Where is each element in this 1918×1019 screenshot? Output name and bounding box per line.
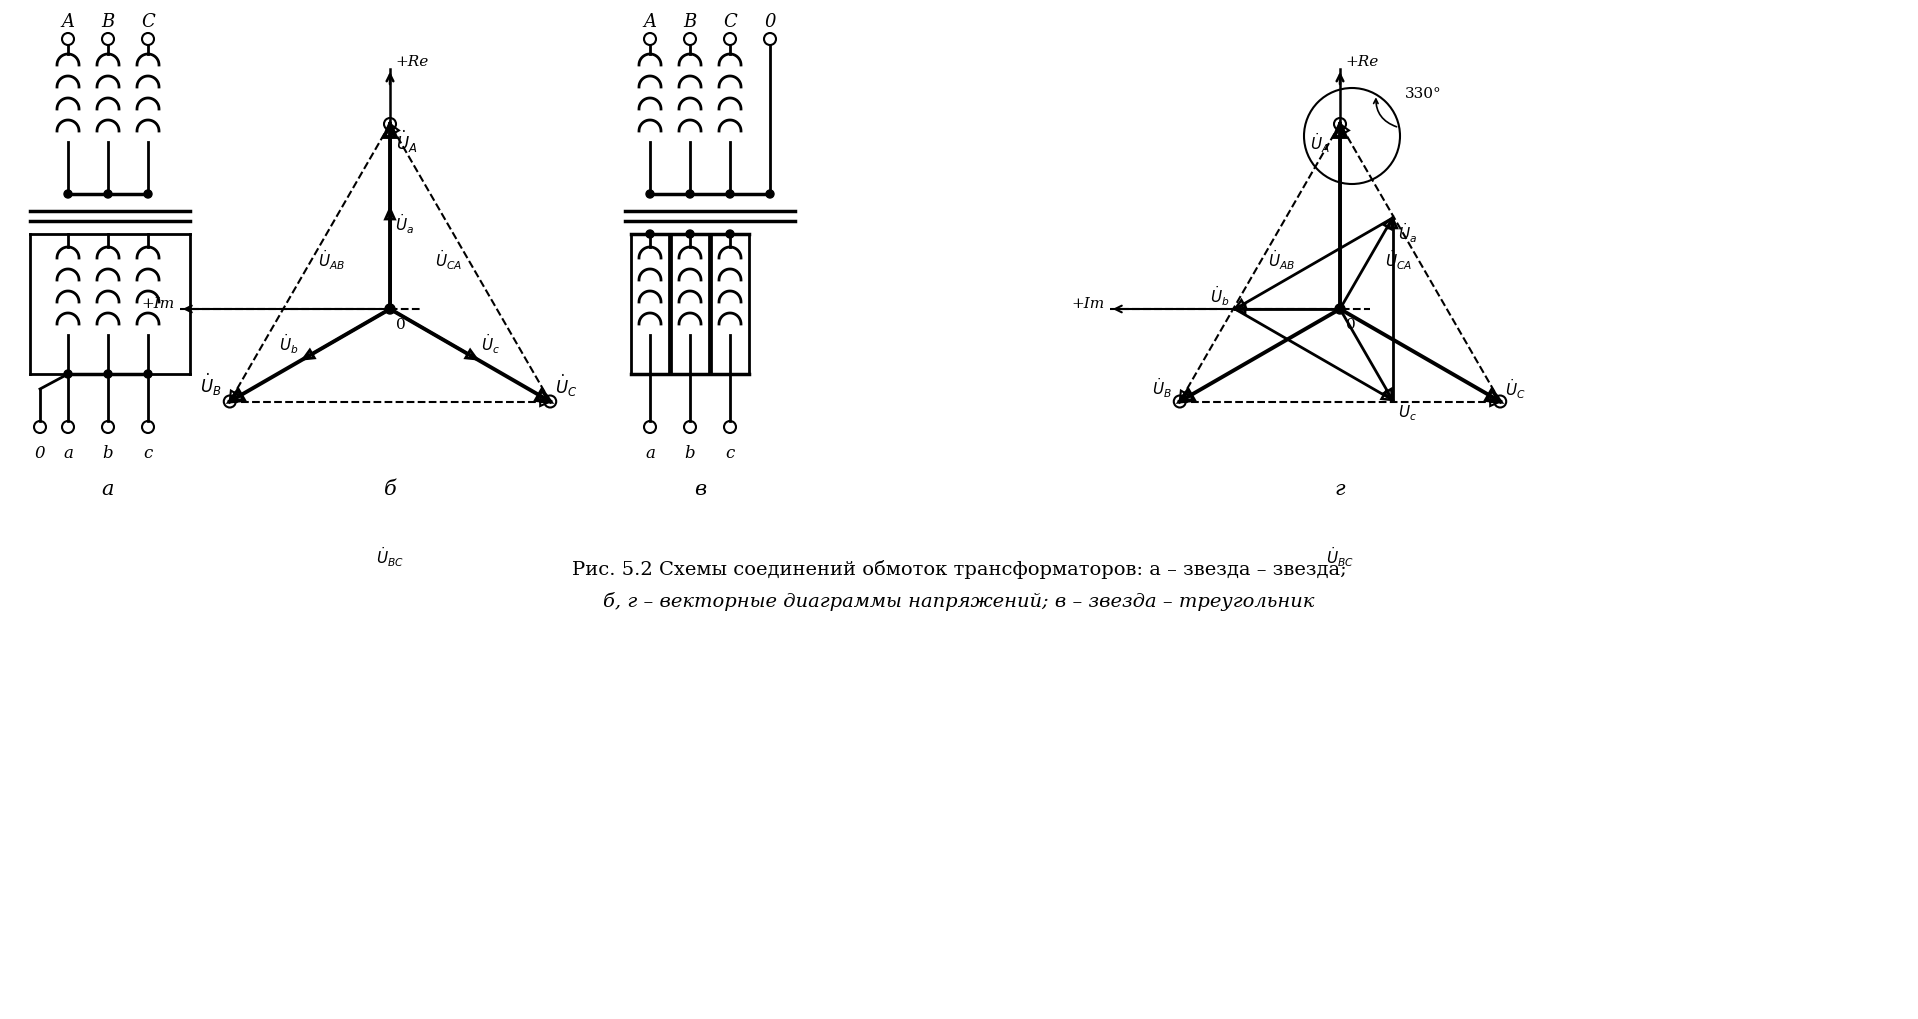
- Circle shape: [1335, 305, 1345, 315]
- Text: $\dot{U}_{AB}$: $\dot{U}_{AB}$: [1268, 248, 1295, 271]
- Text: $\dot{U}_A$: $\dot{U}_A$: [395, 128, 418, 155]
- Text: $\dot{U}_C$: $\dot{U}_C$: [1506, 376, 1527, 400]
- Circle shape: [646, 191, 654, 199]
- Text: $\dot{U}_{CA}$: $\dot{U}_{CA}$: [1385, 248, 1412, 271]
- Text: $\dot{U}_c$: $\dot{U}_c$: [481, 332, 499, 356]
- Text: c: c: [725, 444, 735, 462]
- Text: +Im: +Im: [1072, 297, 1105, 311]
- Text: в: в: [694, 480, 706, 499]
- Circle shape: [386, 305, 395, 315]
- Circle shape: [727, 230, 735, 238]
- Text: B: B: [102, 13, 115, 31]
- Circle shape: [63, 191, 73, 199]
- Text: +Im: +Im: [142, 297, 175, 311]
- Text: а: а: [102, 480, 115, 499]
- Circle shape: [687, 191, 694, 199]
- Circle shape: [687, 230, 694, 238]
- Text: $\dot{U}_{BC}$: $\dot{U}_{BC}$: [1325, 544, 1354, 568]
- Text: $\dot{U}_{CA}$: $\dot{U}_{CA}$: [435, 248, 462, 271]
- Text: c: c: [144, 444, 153, 462]
- Text: C: C: [723, 13, 737, 31]
- Text: $\dot{U}_b$: $\dot{U}_b$: [278, 332, 299, 356]
- Circle shape: [104, 371, 111, 379]
- Circle shape: [765, 191, 775, 199]
- Circle shape: [144, 191, 152, 199]
- Text: $\dot{U}_B$: $\dot{U}_B$: [1153, 376, 1172, 400]
- Text: $\dot{U}_b$: $\dot{U}_b$: [1210, 284, 1229, 308]
- Text: Рис. 5.2 Схемы соединений обмоток трансформаторов: а – звезда – звезда;: Рис. 5.2 Схемы соединений обмоток трансф…: [572, 559, 1346, 579]
- Text: $\dot{U}_A$: $\dot{U}_A$: [1310, 130, 1329, 155]
- Text: C: C: [142, 13, 155, 31]
- Text: б: б: [384, 480, 397, 499]
- Text: $\dot{U}_c$: $\dot{U}_c$: [1398, 398, 1417, 422]
- Text: 0: 0: [1346, 318, 1356, 331]
- Text: $\dot{U}_B$: $\dot{U}_B$: [199, 372, 222, 398]
- Text: b: b: [104, 444, 113, 462]
- Text: $\dot{U}_a$: $\dot{U}_a$: [1398, 221, 1417, 245]
- Text: A: A: [644, 13, 656, 31]
- Text: B: B: [683, 13, 696, 31]
- Text: г: г: [1335, 480, 1345, 499]
- Text: +Re: +Re: [1345, 55, 1379, 69]
- Circle shape: [646, 230, 654, 238]
- Text: +Re: +Re: [395, 55, 428, 69]
- Text: 0: 0: [763, 13, 775, 31]
- Circle shape: [727, 191, 735, 199]
- Text: 330°: 330°: [1406, 87, 1442, 101]
- Text: б, г – векторные диаграммы напряжений; в – звезда – треугольник: б, г – векторные диаграммы напряжений; в…: [604, 591, 1314, 610]
- Text: 0: 0: [395, 318, 407, 331]
- Text: $\dot{U}_C$: $\dot{U}_C$: [554, 372, 577, 398]
- Circle shape: [144, 371, 152, 379]
- Circle shape: [63, 371, 73, 379]
- Text: $\dot{U}_{AB}$: $\dot{U}_{AB}$: [318, 248, 345, 271]
- Text: a: a: [644, 444, 654, 462]
- Text: A: A: [61, 13, 75, 31]
- Text: 0: 0: [35, 444, 46, 462]
- Text: $\dot{U}_{BC}$: $\dot{U}_{BC}$: [376, 544, 405, 568]
- Circle shape: [104, 191, 111, 199]
- Text: $\dot{U}_a$: $\dot{U}_a$: [395, 212, 414, 235]
- Text: a: a: [63, 444, 73, 462]
- Text: b: b: [685, 444, 696, 462]
